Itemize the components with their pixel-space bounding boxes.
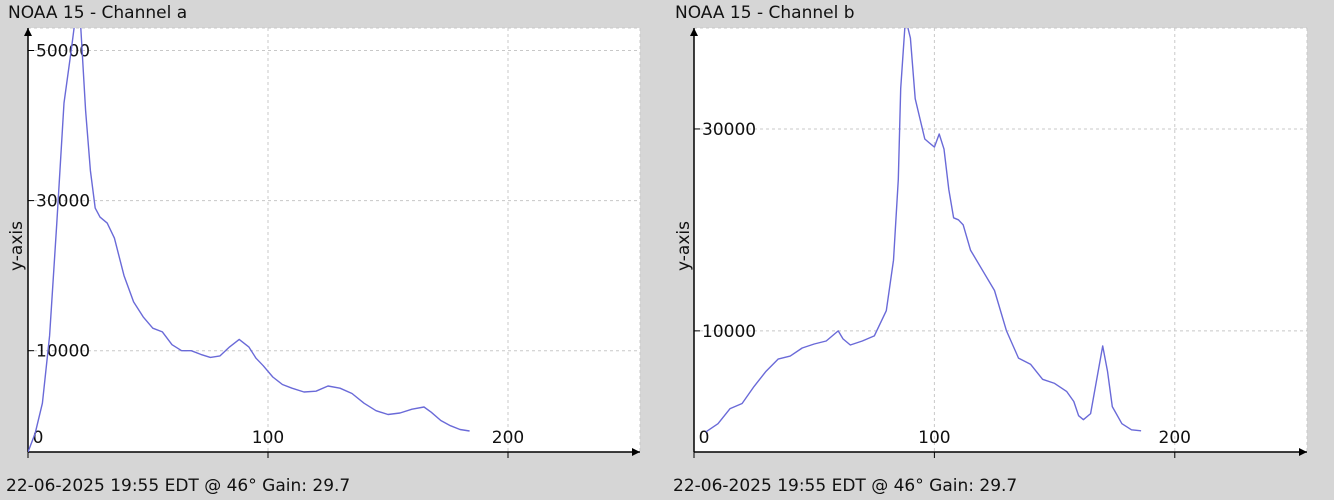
y-axis-title: y-axis	[674, 221, 694, 271]
chart-footer-timestamp: 22-06-2025 19:55 EDT @ 46° Gain: 29.7	[673, 476, 1018, 496]
chart-footer-timestamp: 22-06-2025 19:55 EDT @ 46° Gain: 29.7	[6, 476, 351, 496]
line-chart-channel-b: 0 100 200 10000 30000 y-axis	[674, 27, 1308, 458]
chart-panel-channel-a: NOAA 15 - Channel a 0 100 200 10000 30000 500…	[6, 3, 641, 496]
y-axis-arrow	[690, 28, 698, 36]
y-tick-label: 50000	[36, 42, 90, 62]
x-tick-label: 0	[33, 428, 44, 448]
y-tick-label: 10000	[36, 342, 90, 362]
y-tick-label: 30000	[36, 192, 90, 212]
chart-title: NOAA 15 - Channel b	[675, 3, 855, 23]
line-chart-channel-a: 0 100 200 10000 30000 50000 y-axis	[7, 27, 641, 458]
chart-panel-channel-b: NOAA 15 - Channel b 0 100 200 10000 30000 y-a…	[667, 0, 1334, 500]
series-line	[705, 28, 1142, 433]
chart-title: NOAA 15 - Channel a	[8, 3, 188, 23]
y-axis-title: y-axis	[7, 221, 27, 271]
x-tick-label: 200	[492, 428, 524, 448]
series-line	[28, 28, 470, 452]
y-tick-label: 10000	[702, 322, 756, 342]
y-axis-arrow	[24, 28, 32, 36]
x-tick-label: 100	[918, 428, 950, 448]
x-tick-label: 200	[1159, 428, 1191, 448]
y-tick-label: 30000	[702, 120, 756, 140]
x-tick-label: 0	[699, 428, 710, 448]
plot-area	[694, 28, 1307, 452]
x-axis-arrow	[632, 448, 640, 456]
x-tick-label: 100	[252, 428, 284, 448]
x-axis-arrow	[1299, 448, 1307, 456]
plot-area	[28, 28, 640, 452]
